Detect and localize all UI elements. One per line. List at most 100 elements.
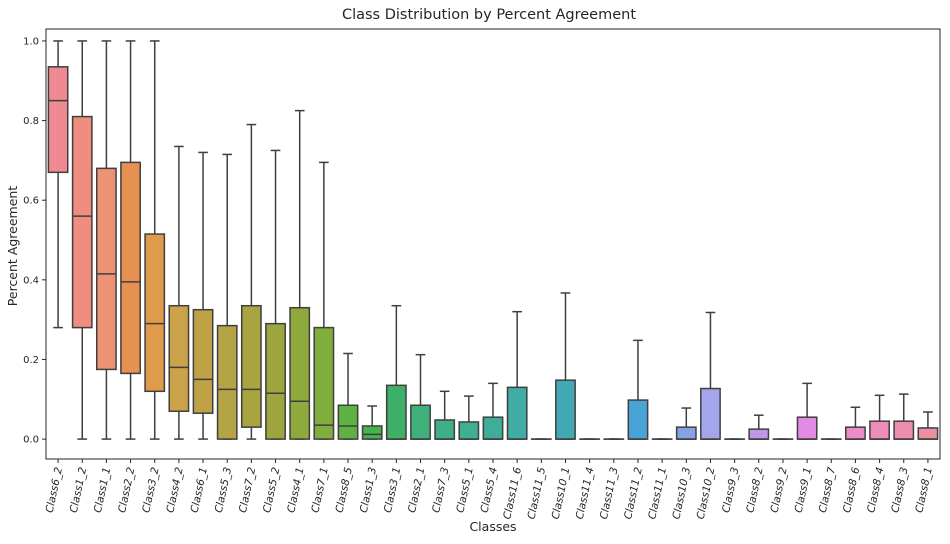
x-tick-label: Class8_1 [913,466,934,514]
x-tick-label: Class6_1 [189,466,210,514]
box-Class6_2 [48,41,67,328]
box-body [121,162,140,373]
box-Class4_2 [169,146,188,439]
x-tick-label: Class11_6 [501,466,524,521]
box-body [628,400,647,439]
x-tick-label: Class7_3 [430,466,451,514]
x-tick-label: Class8_2 [744,466,765,514]
x-tick-label: Class4_1 [285,466,306,514]
box-body [242,306,261,427]
box-body [677,427,696,439]
y-tick-label: 0.0 [23,435,39,446]
box-body [483,417,502,439]
x-tick-label: Class4_2 [164,466,185,514]
box-Class10_2 [701,312,720,439]
box-body [169,306,188,412]
x-tick-label: Class11_2 [622,466,645,521]
x-tick-label: Class8_7 [817,466,838,514]
box-Class9_1 [797,383,816,439]
box-Class7_2 [242,125,261,440]
y-tick-label: 0.8 [23,116,39,127]
x-tick-label: Class5_4 [479,466,500,514]
x-tick-label: Class5_2 [261,466,282,514]
x-tick-label: Class7_1 [309,466,330,514]
box-body [797,417,816,439]
box-Class5_2 [266,150,285,439]
x-tick-label: Class1_3 [358,466,379,514]
x-tick-label: Class9_1 [793,466,814,514]
box-body [846,427,865,439]
box-Class5_3 [218,154,237,439]
box-body [507,387,526,439]
box-body [290,308,309,439]
box-Class2_1 [411,355,430,439]
y-tick-label: 1.0 [23,36,39,47]
box-body [266,324,285,439]
box-Class1_2 [73,41,92,439]
box-body [749,429,768,439]
box-Class5_1 [459,396,478,439]
box-body [556,380,575,439]
x-tick-label: Class11_4 [574,466,597,520]
box-body [218,326,237,439]
box-Class8_2 [749,415,768,439]
box-body [145,234,164,391]
box-Class8_1 [918,412,937,439]
x-tick-label: Class11_3 [598,466,621,520]
x-tick-label: Class10_1 [550,466,573,520]
box-body [363,426,382,439]
x-tick-label: Class6_2 [44,466,65,514]
box-body [387,385,406,439]
box-body [918,428,937,439]
x-tick-label: Class2_2 [116,466,137,514]
x-tick-label: Class9_3 [720,466,741,514]
x-tick-label: Class5_3 [213,466,234,514]
x-tick-label: Class10_3 [670,466,693,520]
box-Class1_1 [97,41,116,439]
box-body [459,422,478,439]
box-body [894,421,913,439]
box-body [701,389,720,440]
y-axis-label: Percent Agreement [5,186,20,307]
x-tick-label: Class5_1 [454,466,475,514]
box-body [97,168,116,369]
box-Class8_5 [338,353,357,439]
y-tick-label: 0.6 [23,196,39,207]
box-Class2_2 [121,41,140,439]
box-Class3_1 [387,306,406,439]
box-Class4_1 [290,111,309,439]
chart-title: Class Distribution by Percent Agreement [342,7,636,23]
box-Class7_3 [435,391,454,439]
x-tick-label: Class8_5 [334,466,355,514]
box-body [314,328,333,439]
x-tick-label: Class11_1 [646,466,669,520]
box-Class11_2 [628,340,647,439]
x-tick-label: Class10_2 [695,466,718,521]
box-Class3_2 [145,41,164,439]
box-body [193,310,212,414]
x-tick-label: Class8_4 [865,466,886,514]
x-tick-label: Class3_1 [382,466,403,514]
boxes-layer [48,41,937,439]
box-body [48,67,67,173]
x-tick-label: Class9_2 [769,466,790,514]
y-tick-label: 0.4 [23,275,39,286]
box-Class11_6 [507,312,526,439]
box-Class5_4 [483,383,502,439]
x-tick-label: Class7_2 [237,466,258,514]
x-tick-label: Class2_1 [406,466,427,514]
box-body [411,405,430,439]
box-Class6_1 [193,152,212,439]
x-axis-label: Classes [469,519,516,534]
box-Class1_3 [363,406,382,439]
box-Class10_3 [677,408,696,439]
box-Class10_1 [556,293,575,439]
x-tick-label: Class8_3 [889,466,910,514]
x-tick-label: Class11_5 [526,466,549,521]
box-Class7_1 [314,162,333,439]
box-body [73,117,92,328]
box-Class8_3 [894,394,913,439]
